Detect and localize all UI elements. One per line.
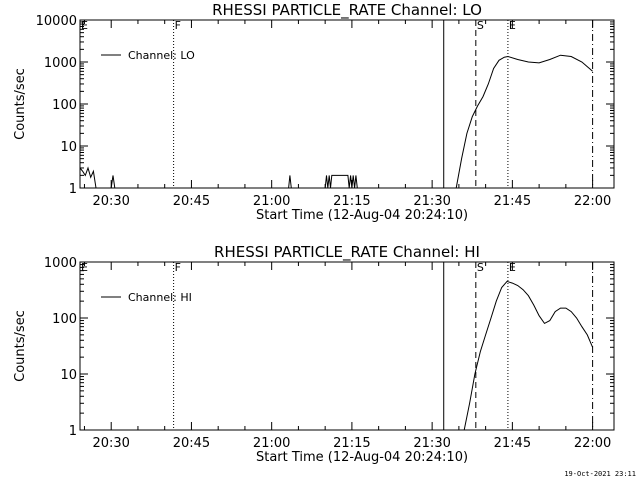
x-tick-label: 21:45 xyxy=(494,194,531,209)
x-tick-label: 21:45 xyxy=(494,436,531,451)
series-line xyxy=(463,280,594,431)
x-tick-label: 20:45 xyxy=(173,194,210,209)
plot-frame xyxy=(79,19,615,189)
x-tick-label: 21:00 xyxy=(253,194,290,209)
y-tick-label: 100 xyxy=(52,98,77,113)
y-tick-label: 100 xyxy=(52,312,77,327)
y-tick-label: 1000 xyxy=(44,56,77,71)
x-axis-label: Start Time (12-Aug-04 20:24:10) xyxy=(256,208,468,223)
x-tick-label: 20:45 xyxy=(173,436,210,451)
x-tick-label: 21:15 xyxy=(333,436,370,451)
x-tick-label: 21:30 xyxy=(413,436,450,451)
event-marker-label: E xyxy=(81,19,88,32)
event-marker-label: F xyxy=(175,261,181,274)
x-tick-label: 20:30 xyxy=(92,436,129,451)
event-marker-label: E xyxy=(509,19,516,32)
chart-title: RHESSI PARTICLE_RATE Channel: HI xyxy=(214,243,480,262)
x-tick-label: 21:30 xyxy=(413,194,450,209)
x-tick-label: 20:30 xyxy=(92,194,129,209)
y-axis-label: Counts/sec xyxy=(13,310,28,382)
y-tick-label: 1 xyxy=(69,424,77,439)
x-axis-label: Start Time (12-Aug-04 20:24:10) xyxy=(256,450,468,465)
event-marker-label: S xyxy=(477,19,484,32)
footer-timestamp: 19-Oct-2021 23:11 xyxy=(564,470,636,478)
legend-label: Channel: LO xyxy=(128,49,195,62)
x-tick-label: 21:15 xyxy=(333,194,370,209)
event-marker-label: E xyxy=(81,261,88,274)
chart-lo: RHESSI PARTICLE_RATE Channel: LO Counts/s… xyxy=(13,1,615,223)
y-tick-label: 10 xyxy=(60,140,77,155)
chart-hi: RHESSI PARTICLE_RATE Channel: HI Counts/s… xyxy=(13,243,615,465)
x-tick-label: 22:00 xyxy=(574,436,611,451)
x-tick-label: 22:00 xyxy=(574,194,611,209)
legend-label: Channel: HI xyxy=(128,291,192,304)
event-marker-label: S xyxy=(477,261,484,274)
y-tick-label: 10 xyxy=(60,368,77,383)
plot-frame xyxy=(79,261,615,431)
y-tick-label: 1 xyxy=(69,182,77,197)
event-marker-label: E xyxy=(509,261,516,274)
y-tick-label: 1000 xyxy=(44,256,77,271)
y-tick-label: 10000 xyxy=(36,14,77,29)
chart-title: RHESSI PARTICLE_RATE Channel: LO xyxy=(212,1,482,20)
series-line xyxy=(79,54,593,189)
x-tick-label: 21:00 xyxy=(253,436,290,451)
event-marker-label: F xyxy=(175,19,181,32)
y-axis-label: Counts/sec xyxy=(13,68,28,140)
